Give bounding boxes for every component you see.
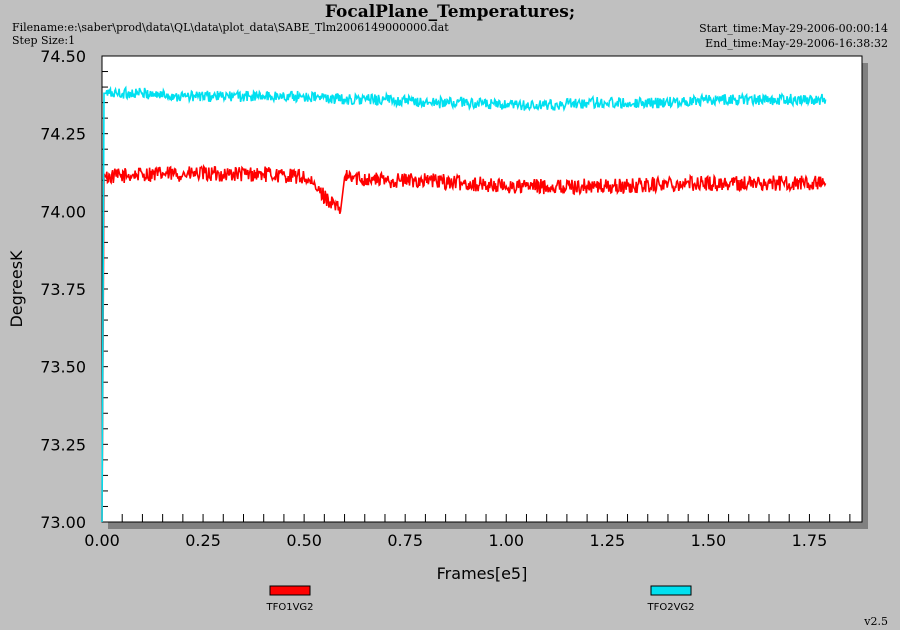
end-time-label: End_time:May-29-2006-16:38:32 <box>705 37 888 50</box>
y-tick-label: 73.00 <box>40 513 86 532</box>
x-axis-title: Frames[e5] <box>437 564 528 583</box>
legend-label-tfo2vg2: TFO2VG2 <box>646 602 694 613</box>
chart-title: FocalPlane_Temperatures; <box>324 2 576 22</box>
series-line-tfo1vg2 <box>101 163 827 523</box>
series-line-tfo2vg2 <box>101 85 827 523</box>
x-tick-label: 0.00 <box>84 531 120 550</box>
legend-swatch-tfo2vg2 <box>650 585 692 596</box>
filename-label: Filename:e:\saber\prod\data\QL\data\plot… <box>12 21 449 34</box>
plot-area <box>101 55 863 523</box>
y-tick-label: 74.25 <box>40 125 86 144</box>
x-tick-label: 1.25 <box>590 531 626 550</box>
y-tick-label: 74.00 <box>40 202 86 221</box>
y-tick-label: 73.25 <box>40 435 86 454</box>
start-time-label: Start_time:May-29-2006-00:00:14 <box>699 22 888 35</box>
legend-swatch-tfo1vg2 <box>269 585 311 596</box>
step-size-label: Step Size:1 <box>12 34 76 47</box>
version-label: v2.5 <box>864 615 888 628</box>
y-axis-title: DegreesK <box>7 250 26 328</box>
y-tick-label: 73.75 <box>40 280 86 299</box>
x-tick-label: 0.25 <box>185 531 221 550</box>
legend-label-tfo1vg2: TFO1VG2 <box>265 602 313 613</box>
x-tick-label: 0.50 <box>286 531 322 550</box>
x-tick-label: 1.50 <box>691 531 727 550</box>
x-tick-label: 1.00 <box>488 531 524 550</box>
x-tick-label: 0.75 <box>387 531 423 550</box>
y-tick-label: 73.50 <box>40 358 86 377</box>
x-tick-label: 1.75 <box>792 531 828 550</box>
y-tick-label: 74.50 <box>40 47 86 66</box>
